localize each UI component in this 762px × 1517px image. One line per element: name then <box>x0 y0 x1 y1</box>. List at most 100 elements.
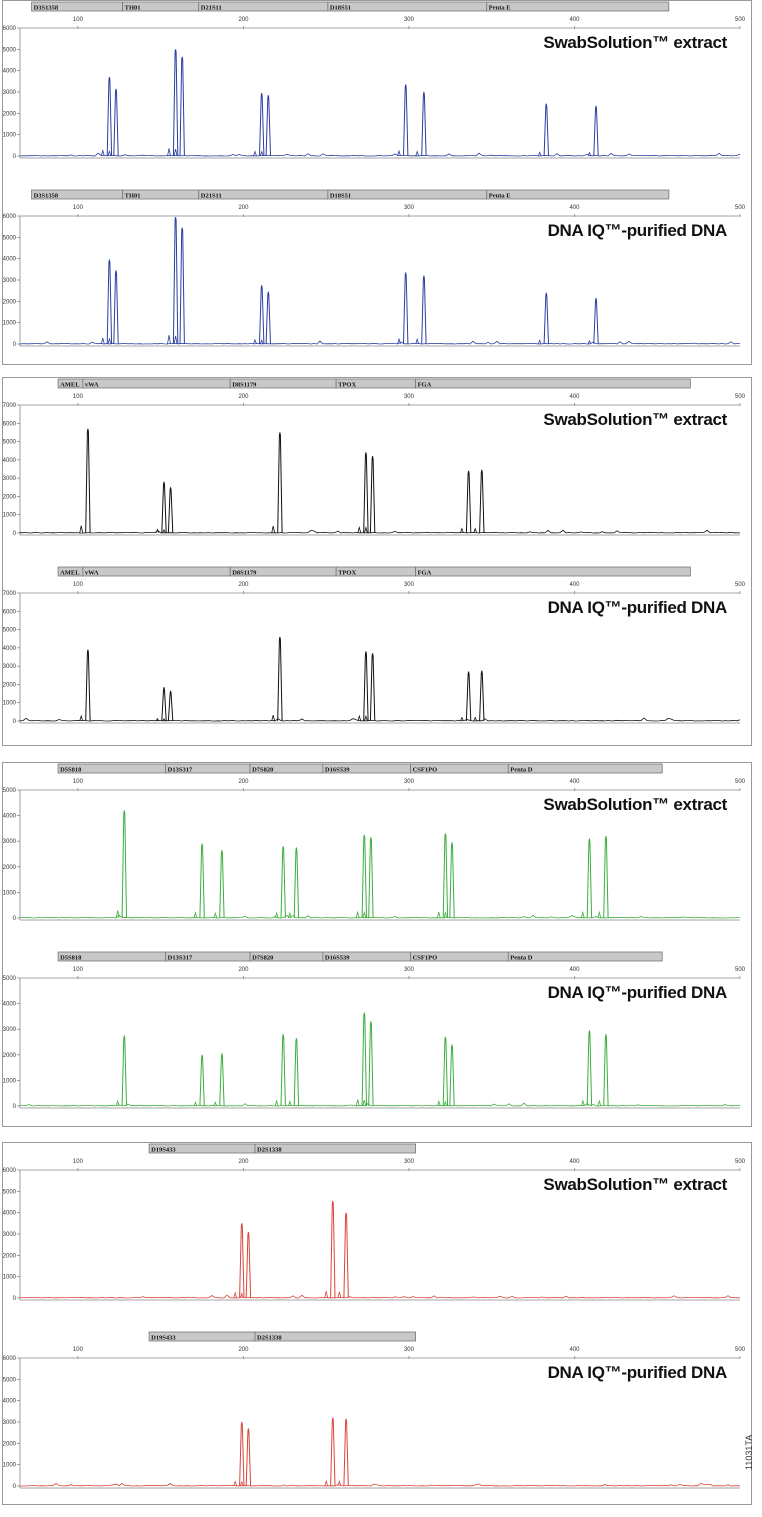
lane-plot: D3S1358 TH01 D21S11 D18S51 Penta E 100 200 300 4… <box>3 189 746 348</box>
allele-peak <box>593 105 599 157</box>
stutter-peak <box>213 911 218 919</box>
stutter-peak <box>364 526 368 534</box>
y-tick-label: 0 <box>13 1484 17 1490</box>
y-tick-label: 6000 <box>3 214 17 220</box>
baseline-trace <box>19 152 741 157</box>
locus-bin: FGA <box>415 566 691 577</box>
y-tick-label: 5000 <box>3 1377 17 1383</box>
electropherogram-lane: D19S433 D2S1338 100 200 300 400 500 0 1000 2000 30… <box>3 1331 751 1517</box>
y-tick-label: 1000 <box>3 133 17 139</box>
allele-peak <box>603 1034 609 1107</box>
stutter-peak <box>253 150 257 157</box>
allele-peak <box>368 837 374 919</box>
stutter-peak <box>107 149 112 157</box>
stutter-peak <box>115 910 120 919</box>
locus-bin: D18S51 <box>327 189 488 200</box>
y-tick-label: 2000 <box>3 494 17 500</box>
x-tick-label: 200 <box>238 1347 249 1353</box>
y-tick-label: 1000 <box>3 701 17 707</box>
allele-peak <box>239 1223 245 1299</box>
locus-name: D13S317 <box>168 954 193 961</box>
stutter-peak <box>100 148 105 157</box>
y-tick-label: 2000 <box>3 1253 17 1259</box>
stutter-peak <box>233 1291 238 1299</box>
y-tick-label: 2000 <box>3 1441 17 1447</box>
y-tick-label: 3000 <box>3 1232 17 1238</box>
stutter-peak <box>79 525 84 534</box>
allele-peak <box>586 1030 593 1107</box>
allele-peak <box>543 103 549 157</box>
electropherogram-lane: AMEL vWA D8S1179 TPOX FGA 100 200 300 400 500 0 100… <box>3 378 751 564</box>
allele-peak <box>603 836 609 919</box>
allele-peak <box>586 838 593 919</box>
baseline-trace <box>19 529 741 534</box>
locus-name: Penta E <box>489 192 511 199</box>
locus-name: vWA <box>85 381 99 388</box>
locus-bin: D16S539 <box>322 951 412 962</box>
lane-label: DNA IQ™-purified DNA <box>547 221 728 240</box>
stutter-peak <box>239 1480 244 1487</box>
locus-name: D21S11 <box>201 4 222 11</box>
stutter-peak <box>167 148 171 157</box>
stutter-peak <box>167 335 171 345</box>
stutter-peak <box>580 910 585 919</box>
locus-name: AMEL <box>60 381 80 388</box>
electropherogram-lane: D5S818 D13S317 D7S820 D16S539 CSF1PO Penta D 1… <box>3 763 751 949</box>
x-tick-label: 300 <box>404 205 415 211</box>
lane-label: DNA IQ™-purified DNA <box>547 983 728 1002</box>
locus-name: vWA <box>85 569 99 576</box>
x-tick-label: 400 <box>569 17 580 23</box>
locus-name: D7S820 <box>252 766 273 773</box>
locus-name: D16S539 <box>325 766 350 773</box>
lane-label: SwabSolution™ extract <box>543 795 727 814</box>
allele-peak <box>442 833 449 919</box>
allele-peak <box>369 653 376 722</box>
stutter-peak <box>287 911 292 919</box>
locus-bin: D7S820 <box>249 763 324 774</box>
lane-plot: D3S1358 TH01 D21S11 D18S51 Penta E 100 200 300 4… <box>3 1 746 160</box>
allele-peak <box>330 1200 336 1299</box>
lane-plot: D5S818 D13S317 D7S820 D16S539 CSF1PO Penta D 1… <box>3 763 746 922</box>
locus-bin: D13S317 <box>165 951 251 962</box>
allele-peak <box>361 1012 367 1107</box>
allele-peak <box>465 671 472 722</box>
allele-peak <box>106 77 113 157</box>
y-tick-label: 1000 <box>3 1275 17 1281</box>
locus-name: D21S11 <box>201 192 222 199</box>
x-tick-label: 200 <box>238 394 249 400</box>
stutter-peak <box>597 1099 602 1107</box>
stutter-peak <box>213 1101 218 1107</box>
stutter-peak <box>107 337 112 345</box>
y-tick-label: 0 <box>13 719 17 725</box>
stutter-peak <box>271 715 276 722</box>
allele-peak <box>421 275 427 345</box>
stutter-peak <box>162 718 166 722</box>
locus-bin: D19S433 <box>148 1143 256 1154</box>
locus-bin-rect <box>82 378 231 389</box>
x-tick-label: 100 <box>73 1347 84 1353</box>
locus-bin-rect <box>254 1143 416 1154</box>
stutter-peak <box>443 911 448 919</box>
locus-name: AMEL <box>60 569 80 576</box>
allele-peak <box>179 56 185 157</box>
locus-name: CSF1PO <box>413 954 438 961</box>
locus-bin: D21S11 <box>198 1 329 12</box>
stutter-peak <box>473 527 478 534</box>
locus-bin-rect <box>415 566 691 577</box>
y-tick-label: 3000 <box>3 90 17 96</box>
stutter-peak <box>193 911 198 919</box>
allele-peak <box>593 298 599 345</box>
baseline-trace <box>19 1294 740 1299</box>
stutter-peak <box>162 528 166 534</box>
stutter-peak <box>537 151 542 157</box>
allele-peak <box>265 95 271 157</box>
locus-bin: D8S1179 <box>229 378 337 389</box>
stutter-peak <box>274 1099 279 1107</box>
baseline-trace <box>19 717 741 722</box>
stutter-peak <box>79 714 84 722</box>
x-tick-label: 500 <box>735 779 746 785</box>
locus-bin: D5S818 <box>57 763 167 774</box>
allele-peak <box>543 292 549 345</box>
allele-peak <box>219 1053 225 1107</box>
stutter-peak <box>259 339 264 345</box>
